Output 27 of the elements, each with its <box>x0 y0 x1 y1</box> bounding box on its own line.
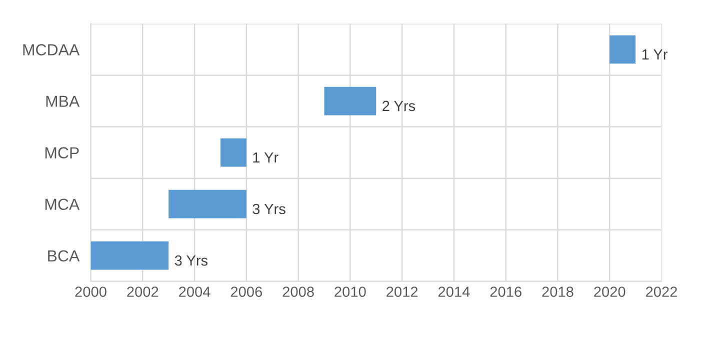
x-tick-label: 2006 <box>230 286 262 297</box>
y-tick-label: BCA <box>48 250 80 262</box>
bar <box>90 241 169 270</box>
y-tick-label: MBA <box>46 96 80 107</box>
x-tick-label: 2008 <box>282 286 314 297</box>
x-tick-label: 2004 <box>179 286 210 297</box>
y-tick-label: MCP <box>45 147 79 158</box>
data-label: 1 Yr <box>253 152 278 163</box>
bar <box>220 138 246 167</box>
x-tick-label: 2002 <box>127 286 158 297</box>
x-tick-label: 2016 <box>490 286 522 297</box>
data-label: 3 Yrs <box>174 255 208 266</box>
bar <box>610 35 636 64</box>
bar <box>324 86 376 116</box>
x-tick-label: 2012 <box>386 286 418 297</box>
x-tick-label: 2022 <box>646 286 677 297</box>
y-tick-label: MCDAA <box>23 44 80 56</box>
data-label: 3 Yrs <box>252 204 286 214</box>
x-tick-label: 2014 <box>438 286 470 297</box>
x-tick-label: 2010 <box>334 286 366 297</box>
data-label: 2 Yrs <box>382 100 416 112</box>
x-tick-label: 2000 <box>75 286 106 297</box>
data-label: 1 Yr <box>642 49 668 60</box>
x-tick-label: 2020 <box>594 286 626 297</box>
x-tick-label: 2018 <box>542 286 574 297</box>
y-tick-label: MCA <box>45 198 80 210</box>
bar <box>168 190 246 218</box>
